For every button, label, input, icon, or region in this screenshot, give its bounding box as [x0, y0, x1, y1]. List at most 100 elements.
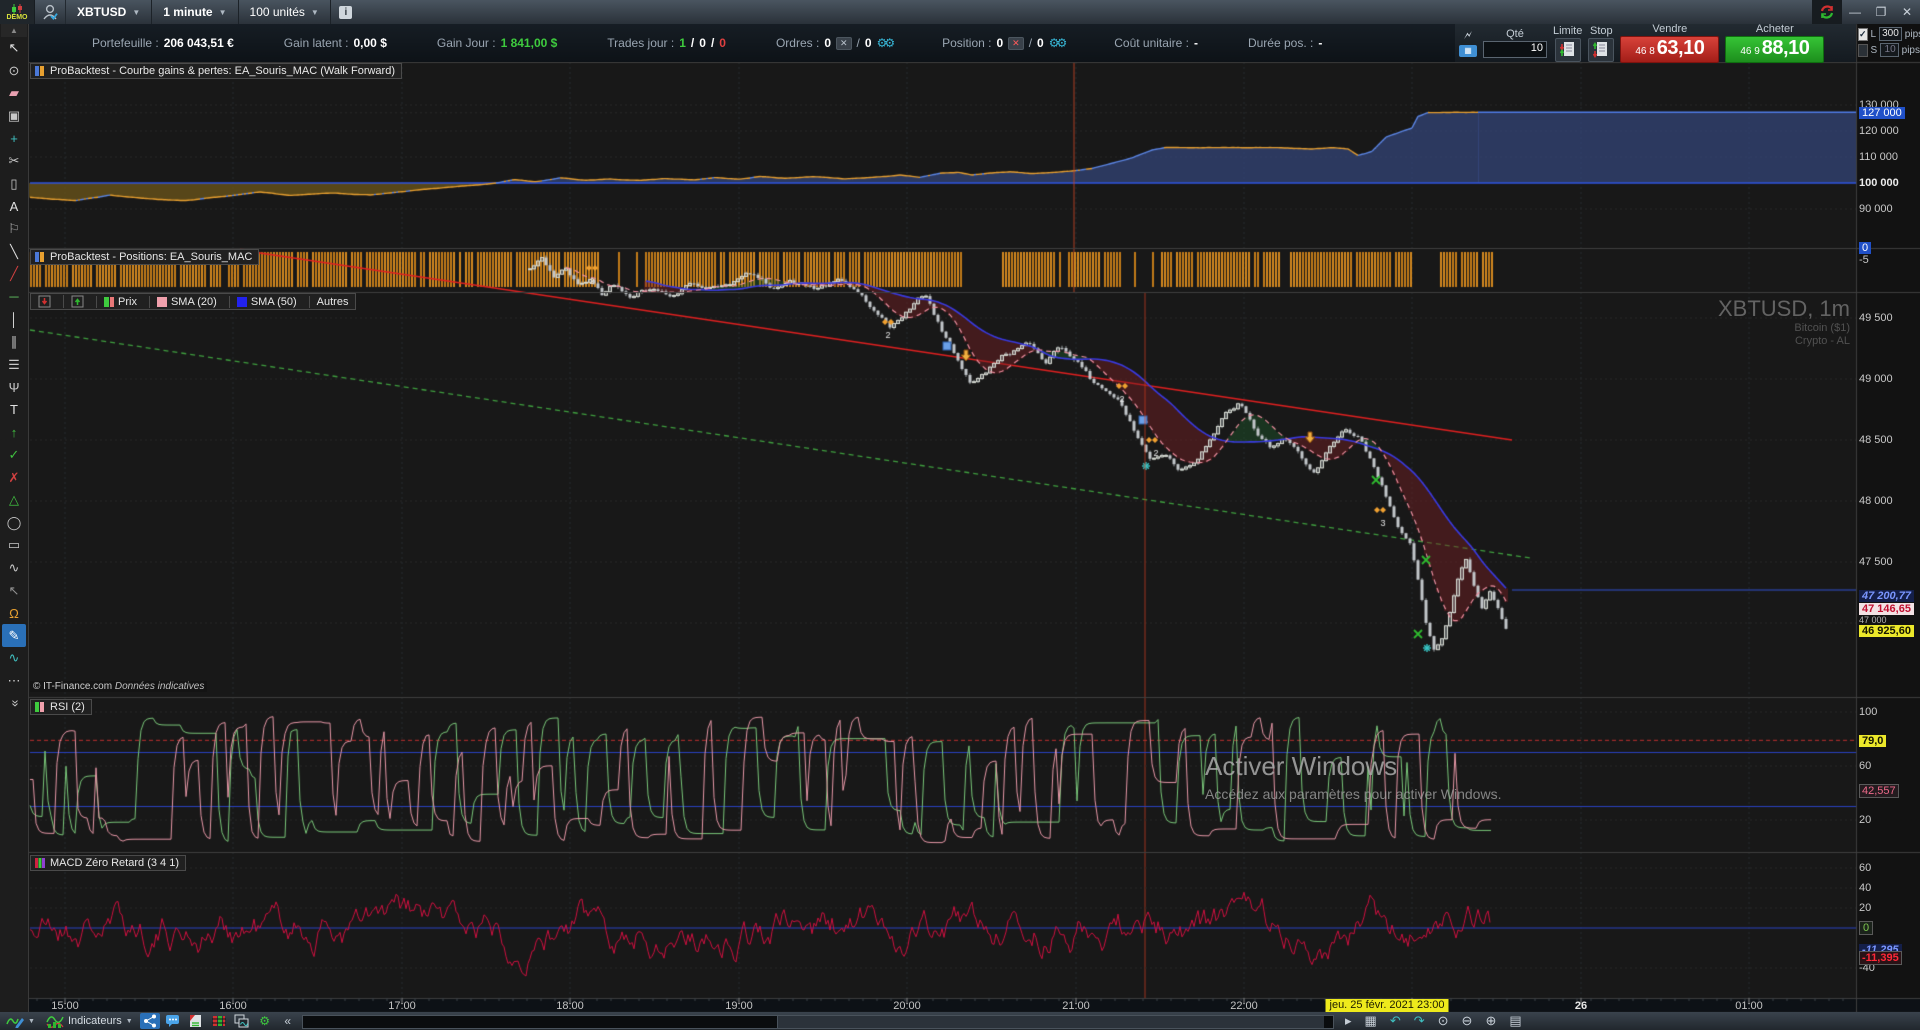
- minimize-button[interactable]: —: [1849, 5, 1861, 19]
- orders-settings-icon[interactable]: ⚙⚙: [876, 36, 895, 50]
- redo-icon[interactable]: ↷: [1413, 1013, 1425, 1028]
- wave-tool-icon[interactable]: ∿: [8, 559, 20, 575]
- vline-tool-icon[interactable]: │: [9, 311, 19, 327]
- limit-checkbox[interactable]: ✓: [1858, 27, 1868, 41]
- limite-group: Limite: [1553, 25, 1582, 62]
- symbol-selector[interactable]: XBTUSD ▼: [66, 0, 153, 24]
- legend-item-prix[interactable]: Prix: [96, 295, 144, 308]
- restore-button[interactable]: ❐: [1875, 5, 1887, 19]
- drawing-toolbar: ▲ ↖ ⊙ ▰ ▣ + ✂ ▯ A ⚐ ╲ ╱ ─ │ ∥ ☰ Ψ T ↑ ✓ ✗ △ ◯ ▭ ∿ ↖ Ω ✎ ∿ ⋯ «: [0, 24, 29, 1012]
- ellipse-tool-icon[interactable]: ◯: [6, 514, 22, 530]
- text-tool-icon[interactable]: T: [10, 402, 18, 418]
- close-button[interactable]: ✕: [1901, 5, 1913, 19]
- workspaces-button[interactable]: [232, 1013, 252, 1029]
- trash-icon[interactable]: ▯: [10, 175, 18, 191]
- collapse-toolbar-button[interactable]: «: [278, 1013, 298, 1029]
- stat-trades-jour: Trades jour : 1 / 0 / 0: [607, 36, 726, 50]
- arrow-up-icon[interactable]: ↑: [10, 424, 18, 440]
- timeframe-selector[interactable]: 1 minute ▼: [152, 0, 239, 24]
- more-tools-icon[interactable]: ⋯: [7, 672, 21, 688]
- time-tick-label: 16:00: [219, 1000, 247, 1012]
- undo-icon[interactable]: ↶: [1389, 1013, 1401, 1028]
- scrollbar-thumb[interactable]: [776, 1016, 1324, 1028]
- rsi-panel-title[interactable]: RSI (2): [30, 699, 92, 715]
- zoom-in-icon[interactable]: ⊕: [1485, 1013, 1497, 1028]
- refresh-button[interactable]: [1812, 0, 1842, 24]
- text-cursor-icon[interactable]: A: [9, 198, 19, 214]
- news-button[interactable]: [186, 1013, 206, 1029]
- line-tool-icon[interactable]: ╲: [10, 243, 18, 259]
- crosshair-icon[interactable]: +: [10, 131, 18, 147]
- limite-label: Limite: [1553, 24, 1583, 37]
- ray-tool-icon[interactable]: ╱: [10, 266, 18, 282]
- indicateurs-button[interactable]: Indicateurs ▼: [42, 1013, 137, 1029]
- keyboard-order-icon[interactable]: ▦: [1459, 45, 1477, 57]
- info-button[interactable]: i: [331, 0, 361, 24]
- close-position-icon[interactable]: ✕: [1008, 36, 1024, 50]
- hline-tool-icon[interactable]: ─: [9, 289, 19, 305]
- order-settings-icon[interactable]: 🗲: [1464, 28, 1472, 42]
- pointer-alt-icon[interactable]: ↖: [8, 582, 20, 598]
- to.olbar-collapse-up[interactable]: ▲: [1, 24, 27, 37]
- horizontal-scrollbar[interactable]: [302, 1015, 1334, 1029]
- fibonacci-icon[interactable]: ☰: [8, 356, 20, 372]
- positions-panel-title[interactable]: ProBacktest - Positions: EA_Souris_MAC: [30, 249, 260, 265]
- zigzag-tool-icon[interactable]: ∿: [8, 650, 20, 666]
- cut-icon[interactable]: ✂: [8, 153, 20, 169]
- user-button[interactable]: [35, 0, 66, 24]
- axis-label: 20: [1859, 902, 1872, 914]
- legend-buy-doc[interactable]: [63, 295, 91, 308]
- stop-label: Stop: [1590, 24, 1613, 37]
- legend-sell-doc[interactable]: [31, 295, 58, 308]
- legend-item-autres[interactable]: Autres: [308, 295, 356, 308]
- cancel-orders-icon[interactable]: ✕: [836, 36, 852, 50]
- tools-config-button[interactable]: ⚙: [255, 1013, 275, 1029]
- rectangle-tool-icon[interactable]: ▭: [7, 537, 21, 553]
- copy-icon[interactable]: ▣: [7, 108, 21, 124]
- orders-list-button[interactable]: [209, 1013, 229, 1029]
- user-icon: [42, 4, 58, 20]
- axis-label: 127 000: [1859, 106, 1905, 119]
- keyboard-icon[interactable]: ▤: [1509, 1013, 1522, 1028]
- stat-label: Gain Jour :: [436, 36, 496, 50]
- limite-order-button[interactable]: [1554, 37, 1581, 62]
- legend-item-sma50[interactable]: SMA (50): [228, 295, 304, 308]
- legend-label: SMA (20): [170, 295, 217, 308]
- chat-button[interactable]: [163, 1013, 183, 1029]
- macd-panel-title[interactable]: MACD Zéro Retard (3 4 1): [30, 855, 186, 871]
- legend-item-sma20[interactable]: SMA (20): [148, 295, 224, 308]
- calendar-icon[interactable]: ▦: [1364, 1013, 1377, 1028]
- triangle-tool-icon[interactable]: △: [9, 492, 19, 508]
- axis-label: -40: [1859, 962, 1875, 974]
- limit-pips-input[interactable]: 300: [1879, 27, 1902, 41]
- stop-checkbox[interactable]: ✓: [1858, 43, 1868, 57]
- sell-button[interactable]: 46 8 63,10: [1620, 36, 1720, 63]
- check-icon[interactable]: ✓: [8, 446, 20, 462]
- cursor-icon[interactable]: ↖: [8, 40, 20, 56]
- position-settings-icon[interactable]: ⚙⚙: [1048, 36, 1067, 50]
- cross-icon[interactable]: ✗: [8, 469, 20, 485]
- stop-pips-input[interactable]: 10: [1880, 43, 1899, 57]
- units-selector[interactable]: 100 unités ▼: [238, 0, 331, 24]
- channel-tool-icon[interactable]: ∥: [10, 334, 18, 350]
- alert-flag-icon[interactable]: ⚐: [8, 221, 20, 237]
- chevron-down-icon: ▼: [218, 7, 227, 17]
- zoom-tool-icon[interactable]: ⊙: [8, 62, 20, 78]
- pitchfork-icon[interactable]: Ψ: [8, 379, 20, 395]
- share-button[interactable]: [139, 1013, 160, 1029]
- eraser-icon[interactable]: ▰: [9, 85, 19, 101]
- axis-label: 0: [1859, 921, 1874, 935]
- drawing-mode-button[interactable]: ▼: [2, 1013, 39, 1029]
- collapse-tools-icon[interactable]: «: [6, 699, 22, 708]
- equity-panel-title[interactable]: ProBacktest - Courbe gains & pertes: EA_…: [30, 63, 402, 79]
- auto-scale-icon[interactable]: ⊙: [1437, 1013, 1449, 1028]
- scroll-right-icon[interactable]: ▸: [1345, 1013, 1352, 1028]
- zoom-out-icon[interactable]: ⊖: [1461, 1013, 1473, 1028]
- time-tick-label: 20:00: [893, 1000, 921, 1012]
- stop-order-button[interactable]: [1588, 37, 1615, 62]
- omega-tool-icon[interactable]: Ω: [9, 605, 19, 621]
- quantity-input[interactable]: 10: [1483, 41, 1547, 58]
- buy-button[interactable]: 46 9 88,10: [1725, 36, 1825, 63]
- draw-tool-icon[interactable]: ✎: [2, 624, 26, 648]
